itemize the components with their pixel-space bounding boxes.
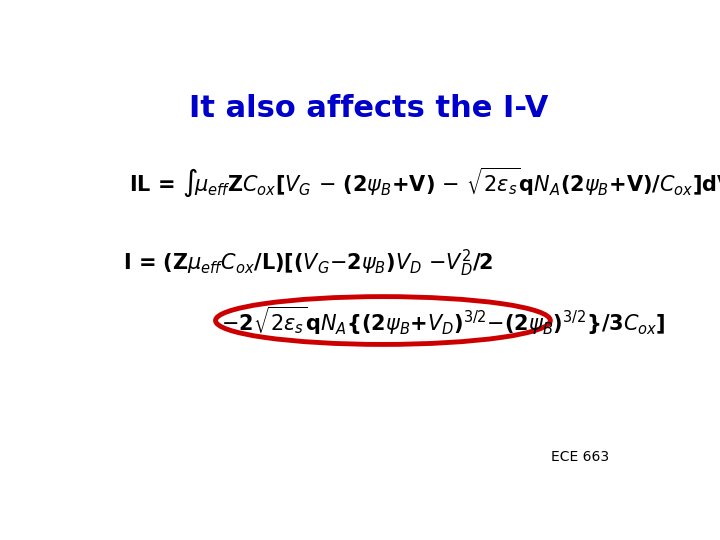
Text: I = (Z$\mu_{\mathit{eff}}$$C_{\mathit{ox}}$/L)[($V_G$$-$2$\psi_B$)$V_D$ $-$$V_D^: I = (Z$\mu_{\mathit{eff}}$$C_{\mathit{ox…	[124, 248, 494, 279]
Text: ECE 663: ECE 663	[551, 450, 609, 464]
Text: $-$2$\sqrt{2\varepsilon_s}$q$N_A${(2$\psi_B$+$V_D$)$^{3/2}$$-$(2$\psi_B$)$^{3/2}: $-$2$\sqrt{2\varepsilon_s}$q$N_A${(2$\ps…	[221, 304, 666, 336]
Text: IL = $\int\!\mu_{\mathit{eff}}$Z$C_{\mathit{ox}}$[$V_G$ $-$ (2$\psi_B$+V) $-$ $\: IL = $\int\!\mu_{\mathit{eff}}$Z$C_{\mat…	[129, 165, 720, 199]
Text: It also affects the I-V: It also affects the I-V	[189, 94, 549, 123]
